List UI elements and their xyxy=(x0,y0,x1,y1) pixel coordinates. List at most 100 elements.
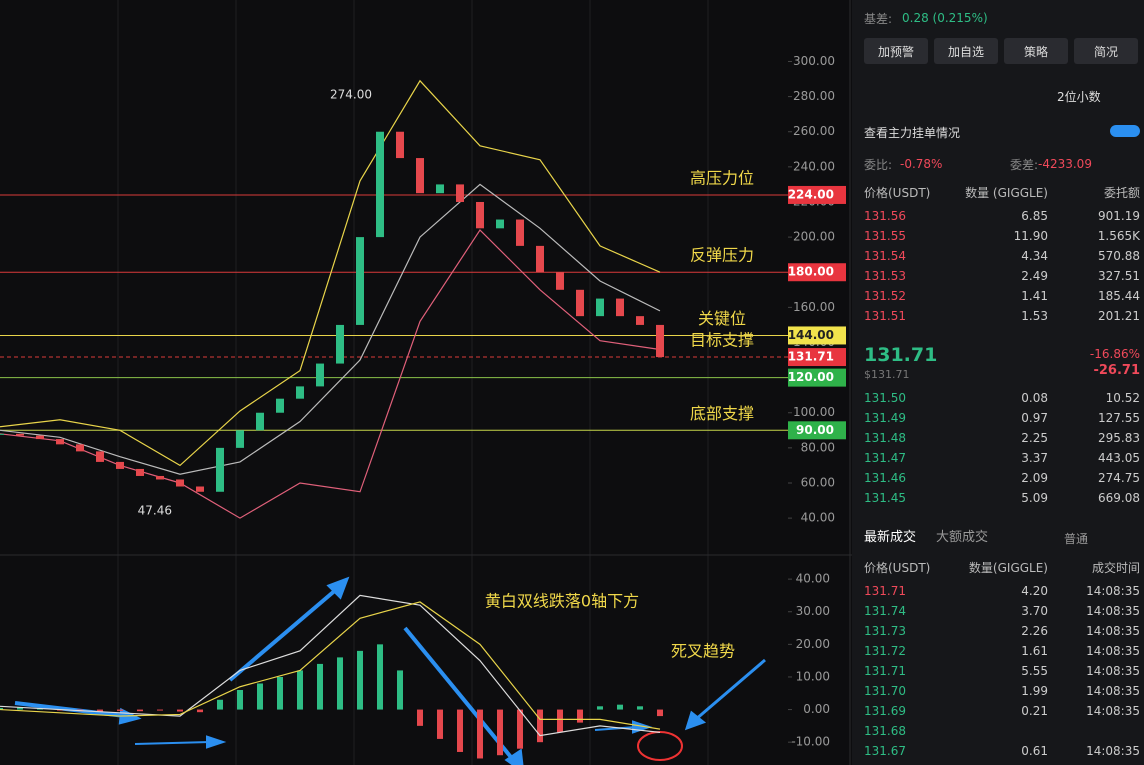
y-tick-label: 100.00 xyxy=(793,405,835,419)
level-label: 90.00 xyxy=(796,423,834,437)
y-tick-label: -10.00 xyxy=(791,735,830,749)
level-annotation: 底部支撑 xyxy=(690,404,754,423)
cell: 131.47 xyxy=(864,451,906,465)
tab[interactable]: 大额成交 xyxy=(936,530,989,545)
header: 价格(USDT) xyxy=(864,560,931,575)
cell: 4.34 xyxy=(1021,249,1048,263)
candle xyxy=(236,430,244,448)
normal-filter[interactable]: 普通 xyxy=(1064,532,1089,546)
level-box xyxy=(788,421,846,440)
cell: 14:08:35 xyxy=(1086,684,1140,698)
y-tick-label: 200.00 xyxy=(793,230,835,244)
y-tick-label: 10.00 xyxy=(796,669,830,683)
cell: 131.71 xyxy=(864,584,906,598)
basis-row: 基差: 0.28 (0.215%) xyxy=(864,8,1140,28)
candle xyxy=(556,272,564,290)
candle xyxy=(376,131,384,238)
cell: 0.21 xyxy=(1021,704,1048,718)
y-tick-label: 240.00 xyxy=(793,159,835,173)
y-tick-label: 40.00 xyxy=(801,511,835,525)
cell: 0.61 xyxy=(1021,744,1048,758)
macd-bar xyxy=(137,709,143,712)
candle xyxy=(456,184,464,202)
macd-bar xyxy=(157,709,163,711)
button[interactable]: 策略 xyxy=(1004,38,1068,64)
y-tick-label: 40.00 xyxy=(796,572,830,586)
header: 数量(GIGGLE) xyxy=(968,560,1048,575)
macd-bar xyxy=(657,709,663,717)
cell: 11.90 xyxy=(1013,229,1048,243)
upper-band xyxy=(0,79,661,467)
toggle[interactable] xyxy=(1110,125,1140,137)
cell: 669.08 xyxy=(1098,491,1140,505)
candle xyxy=(656,324,664,358)
last-pct: -16.86% xyxy=(1089,347,1140,361)
candle xyxy=(396,131,404,159)
trade-row: 131.72 1.61 14:08:35 xyxy=(864,641,1140,661)
candle xyxy=(216,447,224,492)
cell: 6.85 xyxy=(1021,209,1048,223)
button[interactable]: 加预警 xyxy=(864,38,928,64)
macd-bar xyxy=(477,709,483,759)
label: 基差: xyxy=(864,11,893,26)
trade-row: 131.68 xyxy=(864,721,1140,741)
macd-bar xyxy=(357,650,363,710)
decimals[interactable]: 2位小数 xyxy=(1057,90,1101,104)
macd-bar xyxy=(497,709,503,756)
candle xyxy=(36,435,44,440)
macd-annotation: 黄白双线跌落0轴下方 xyxy=(485,592,639,611)
macd-bar xyxy=(637,706,643,710)
macd-bar xyxy=(577,709,583,723)
cell: 901.19 xyxy=(1098,209,1140,223)
cell: 131.74 xyxy=(864,604,906,618)
trade-row: 131.71 4.20 14:08:35 xyxy=(864,581,1140,601)
side-panel: 基差: 0.28 (0.215%) 加预警 加自选 策略 简况 2位小数 查看主力挂单情况 委比… xyxy=(852,0,1144,765)
ask-row: 131.55 11.90 1.565K xyxy=(864,226,1140,246)
cell: 131.69 xyxy=(864,704,906,718)
cell: 14:08:35 xyxy=(1086,644,1140,658)
label: 委比: xyxy=(864,157,893,172)
y-tick-label: 20.00 xyxy=(796,637,830,651)
level-label: 120.00 xyxy=(788,370,834,384)
cell: 14:08:35 xyxy=(1086,664,1140,678)
ask-row: 131.56 6.85 901.19 xyxy=(864,206,1140,226)
macd-bar xyxy=(397,670,403,710)
ratio-row: 委比: -0.78% 委差: -4233.09 xyxy=(864,154,1140,174)
main-orders[interactable]: 查看主力挂单情况 xyxy=(864,126,961,140)
y-tick-label: 140.00 xyxy=(793,335,835,349)
middle-band xyxy=(0,183,661,475)
cell: 131.48 xyxy=(864,431,906,445)
macd-bar xyxy=(377,644,383,710)
cell: 131.50 xyxy=(864,391,906,405)
cell: 274.75 xyxy=(1098,471,1140,485)
cell: 1.53 xyxy=(1021,309,1048,323)
button[interactable]: 加自选 xyxy=(934,38,998,64)
level-label: 131.71 xyxy=(788,350,834,364)
y-tick-label: 80.00 xyxy=(801,440,835,454)
candle xyxy=(156,475,164,480)
header: 价格(USDT) xyxy=(864,185,931,200)
candle xyxy=(76,444,84,452)
cell: 1.41 xyxy=(1021,289,1048,303)
dea-line xyxy=(0,601,661,730)
level-box xyxy=(788,185,846,204)
cell: 2.09 xyxy=(1021,471,1048,485)
y-tick-label: 180.00 xyxy=(793,265,835,279)
macd-bar xyxy=(517,709,523,749)
value: -4233.09 xyxy=(1038,157,1092,171)
cell: 185.44 xyxy=(1098,289,1140,303)
level-label: 224.00 xyxy=(788,187,834,201)
cell: 131.70 xyxy=(864,684,906,698)
cell: 131.72 xyxy=(864,644,906,658)
cell: 14:08:35 xyxy=(1086,584,1140,598)
tab[interactable]: 最新成交 xyxy=(864,530,917,545)
cell: 14:08:35 xyxy=(1086,604,1140,618)
ask-row: 131.52 1.41 185.44 xyxy=(864,286,1140,306)
cell: 131.54 xyxy=(864,249,906,263)
cell: 443.05 xyxy=(1098,451,1140,465)
bid-row: 131.46 2.09 274.75 xyxy=(864,468,1140,488)
header: 成交时间 xyxy=(1091,560,1140,575)
macd-bar xyxy=(177,709,183,712)
button[interactable]: 简况 xyxy=(1074,38,1138,64)
